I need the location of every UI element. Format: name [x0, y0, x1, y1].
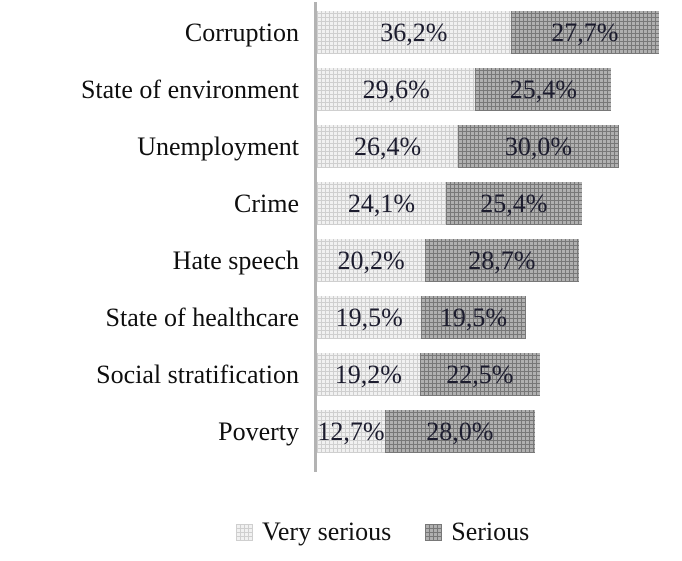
bar-value-label: 29,6% — [362, 74, 430, 104]
bar-segment-serious: 28,7% — [425, 239, 579, 282]
bar-segment-serious: 25,4% — [445, 182, 582, 225]
bar-segment-serious: 27,7% — [510, 11, 659, 54]
bar-value-label: 26,4% — [354, 131, 422, 161]
category-label: Corruption — [184, 17, 299, 47]
bar-segment-serious: 28,0% — [384, 410, 535, 453]
bar-value-label: 25,4% — [509, 74, 577, 104]
bar-value-label: 27,7% — [551, 17, 619, 47]
bar-segment-very-serious: 24,1% — [317, 182, 446, 225]
bar-row: Corruption 36,2% 27,7% — [0, 4, 682, 61]
bar-segment-very-serious: 29,6% — [317, 68, 476, 111]
category-axis-line — [314, 2, 317, 472]
bar-value-label: 22,5% — [446, 359, 514, 389]
very-serious-swatch-icon — [236, 523, 253, 541]
legend-item-very-serious: Very serious — [236, 519, 391, 545]
bar-segment-serious: 22,5% — [419, 353, 541, 396]
bar-row: Hate speech 20,2% 28,7% — [0, 232, 682, 289]
bar-segment-very-serious: 36,2% — [317, 11, 511, 54]
bar: 24,1% 25,4% — [317, 182, 582, 225]
serious-swatch-icon — [425, 523, 443, 541]
bar-segment-very-serious: 12,7% — [317, 410, 385, 453]
bar-value-label: 36,2% — [380, 17, 448, 47]
bar-row: State of healthcare 19,5% 19,5% — [0, 289, 682, 346]
bar: 29,6% 25,4% — [317, 68, 612, 111]
bar-row: Poverty 12,7% 28,0% — [0, 403, 682, 460]
bar-segment-very-serious: 20,2% — [317, 239, 426, 282]
bar-value-label: 30,0% — [504, 131, 573, 161]
category-label: Social stratification — [96, 359, 299, 389]
bar-value-label: 25,4% — [480, 188, 548, 218]
category-label: State of environment — [80, 74, 299, 104]
bar-segment-very-serious: 19,5% — [317, 296, 422, 339]
category-label: Hate speech — [172, 245, 299, 275]
bar-row: Crime 24,1% 25,4% — [0, 175, 682, 232]
category-label: Crime — [234, 188, 299, 218]
bar-segment-very-serious: 19,2% — [317, 353, 420, 396]
bar-segment-serious: 30,0% — [458, 125, 619, 168]
bar-row: State of environment 29,6% 25,4% — [0, 61, 682, 118]
bar-value-label: 12,7% — [317, 416, 385, 446]
legend-label: Serious — [451, 517, 530, 546]
bar-value-label: 28,7% — [468, 245, 536, 275]
bar-value-label: 24,1% — [347, 188, 416, 218]
legend-item-serious: Serious — [425, 519, 529, 545]
category-label: State of healthcare — [105, 302, 299, 332]
bar: 26,4% 30,0% — [317, 125, 619, 168]
bar-row: Social stratification 19,2% 22,5% — [0, 346, 682, 403]
bar: 36,2% 27,7% — [317, 11, 659, 54]
legend-label: Very serious — [262, 517, 392, 546]
plot-area: Corruption 36,2% 27,7% State of environment… — [0, 2, 682, 472]
bar-row: Unemployment 26,4% 30,0% — [0, 118, 682, 175]
category-label: Unemployment — [137, 131, 299, 161]
category-label: Poverty — [218, 416, 299, 446]
legend: Very serious Serious — [236, 519, 529, 545]
bar-value-label: 19,2% — [334, 359, 402, 389]
bar-rows: Corruption 36,2% 27,7% State of environment… — [0, 4, 682, 460]
bar-value-label: 28,0% — [426, 416, 494, 446]
bar-value-label: 20,2% — [337, 245, 405, 275]
bar-value-label: 19,5% — [439, 302, 508, 332]
bar: 19,5% 19,5% — [317, 296, 526, 339]
bar: 20,2% 28,7% — [317, 239, 579, 282]
bar-segment-serious: 25,4% — [475, 68, 612, 111]
bar: 19,2% 22,5% — [317, 353, 541, 396]
bar-value-label: 19,5% — [335, 302, 403, 332]
bar: 12,7% 28,0% — [317, 410, 535, 453]
bar-segment-very-serious: 26,4% — [317, 125, 459, 168]
bar-segment-serious: 19,5% — [421, 296, 526, 339]
